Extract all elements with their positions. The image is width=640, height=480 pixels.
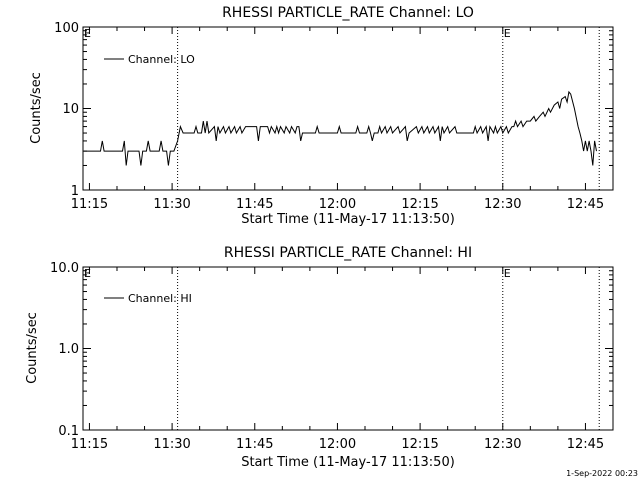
plot-frame [82,26,614,191]
x-tick-labels: 11:15 11:30 11:45 12:00 12:15 12:30 12:45 [71,437,604,452]
x-tick-label: 11:30 [153,437,190,452]
y-tick-labels: 1 10 100 [54,21,79,199]
x-tick-labels: 11:15 11:30 11:45 12:00 12:15 12:30 12:45 [71,197,604,212]
x-tick-label: 12:00 [319,437,356,452]
x-tick-label: 12:30 [484,197,521,212]
x-tick-label: 11:15 [71,437,108,452]
tick-marks [83,27,614,191]
y-tick-label: 10.0 [50,261,79,276]
x-axis-label: Start Time (11-May-17 11:13:50) [241,212,455,227]
panel-hi: RHESSI PARTICLE_RATE Channel: HI 11:15 11… [25,245,614,470]
y-tick-label: 0.1 [58,424,79,439]
y-tick-label: 1.0 [58,342,79,357]
x-tick-label: 12:30 [484,437,521,452]
vertical-markers: E [177,27,600,190]
y-tick-labels: 0.1 1.0 10.0 [50,261,79,439]
plot-data [83,90,597,166]
x-tick-label: 12:15 [401,197,438,212]
legend-label: Channel: HI [128,292,192,305]
y-axis-label: Counts/sec [29,72,44,144]
x-axis-label: Start Time (11-May-17 11:13:50) [241,455,455,470]
chart-title: RHESSI PARTICLE_RATE Channel: LO [222,5,474,21]
y-axis-label: Counts/sec [25,312,40,384]
vertical-marker-label: E [504,267,511,280]
vertical-marker-label: E [504,27,511,40]
x-tick-label: 11:45 [236,437,273,452]
series-line [83,90,597,166]
y-tick-label: 10 [62,102,79,117]
y-tick-label: 100 [54,21,79,36]
x-tick-label: 11:15 [71,197,108,212]
x-tick-label: 12:15 [401,437,438,452]
x-tick-label: 12:00 [319,197,356,212]
x-tick-label: 12:45 [567,437,604,452]
tick-marks [83,267,614,431]
x-tick-label: 11:30 [153,197,190,212]
y-tick-label: 1 [71,184,79,199]
vertical-markers: E [177,267,600,430]
x-tick-label: 12:45 [567,197,604,212]
chart-title: RHESSI PARTICLE_RATE Channel: HI [224,245,472,261]
panel-lo: RHESSI PARTICLE_RATE Channel: LO 11:15 11… [29,5,614,227]
x-tick-label: 11:45 [236,197,273,212]
legend-label: Channel: LO [128,53,195,66]
corner-marker-label: E [84,27,91,40]
footer-timestamp: 1-Sep-2022 00:23 [566,469,638,478]
corner-marker-label: E [84,267,91,280]
